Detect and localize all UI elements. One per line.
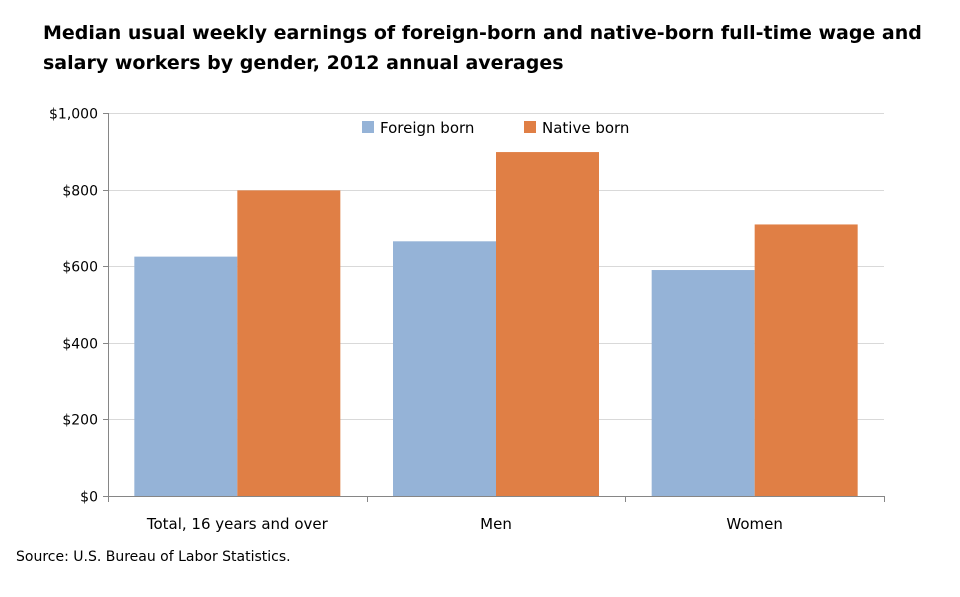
bar-native-born-0 <box>237 190 341 496</box>
y-tick-label: $200 <box>62 413 98 429</box>
y-tick-label: $400 <box>62 337 98 353</box>
legend-label-foreign-born: Foreign born <box>380 119 474 137</box>
legend-label-native-born: Native born <box>542 119 629 137</box>
chart-title-line-1: Median usual weekly earnings of foreign-… <box>43 22 922 44</box>
legend: Foreign born Native born <box>362 119 629 137</box>
x-category-label: Total, 16 years and over <box>146 515 329 533</box>
x-category-label: Women <box>726 515 782 533</box>
bars <box>134 152 858 497</box>
legend-swatch-native-born <box>524 121 536 133</box>
bar-native-born-2 <box>754 224 858 496</box>
chart-title: Median usual weekly earnings of foreign-… <box>43 18 923 78</box>
legend-swatch-foreign-born <box>362 121 374 133</box>
chart-title-line-2: salary workers by gender, 2012 annual av… <box>43 52 564 74</box>
bar-native-born-1 <box>496 152 599 497</box>
y-tick-label: $1,000 <box>49 107 98 123</box>
x-axis-category-labels: Total, 16 years and over Men Women <box>146 515 783 533</box>
axes <box>103 113 885 502</box>
y-tick-label: $600 <box>62 260 98 276</box>
y-axis-tick-labels: $0 $200 $400 $600 $800 $1,000 <box>49 107 98 506</box>
y-tick-label: $0 <box>80 490 98 506</box>
x-category-label: Men <box>480 515 512 533</box>
source-note: Source: U.S. Bureau of Labor Statistics. <box>16 549 291 565</box>
y-tick-label: $800 <box>62 184 98 200</box>
bar-foreign-born-1 <box>393 241 496 496</box>
bar-foreign-born-2 <box>651 270 755 496</box>
bar-foreign-born-0 <box>134 256 238 496</box>
